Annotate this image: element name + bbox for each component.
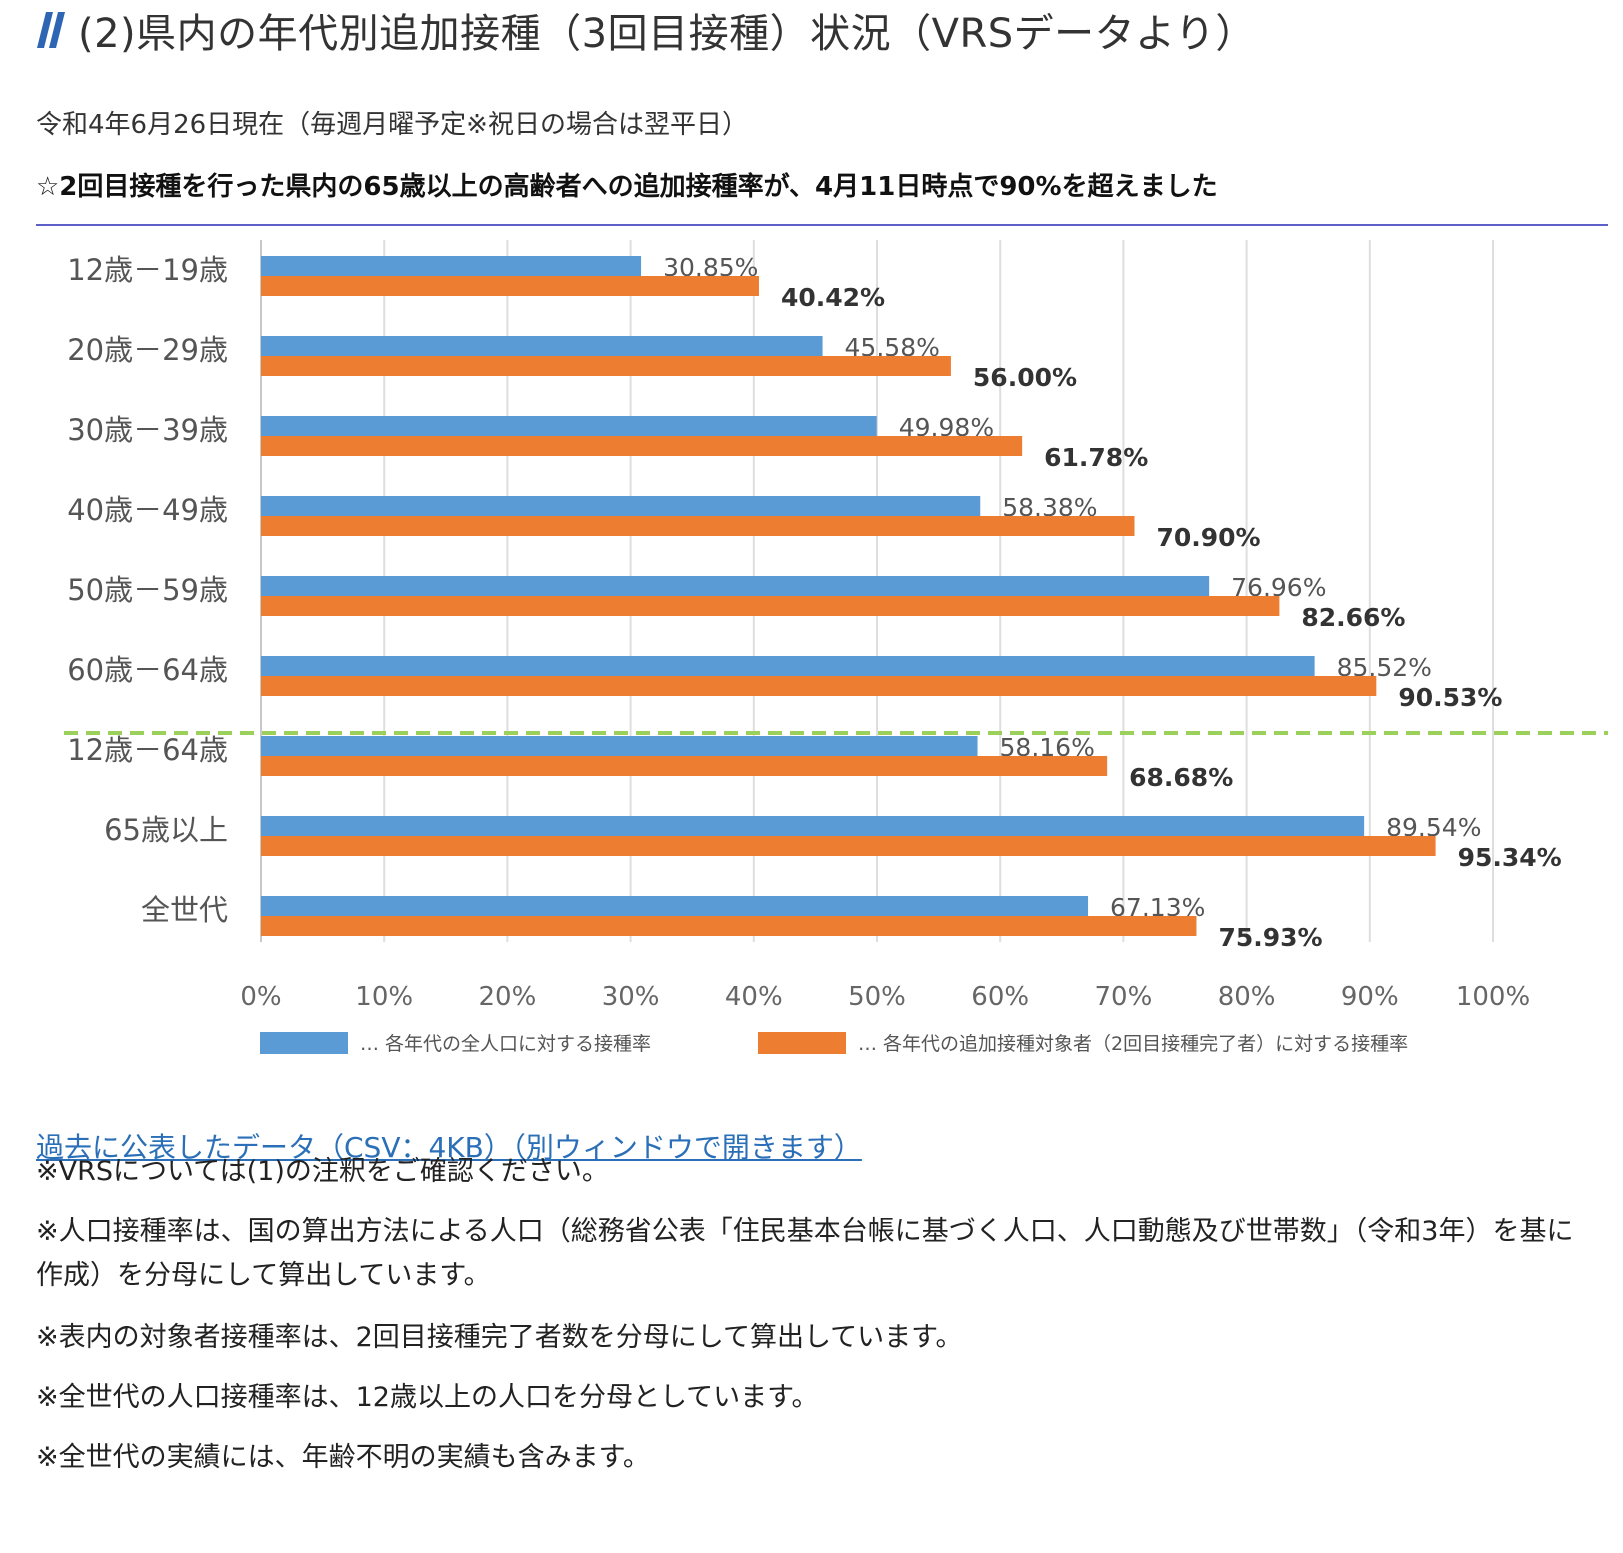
- population-rate-bar: [261, 576, 1210, 596]
- vaccination-bar-chart: 12歳－19歳 30.85%40.42%20歳－29歳 45.58%56.00%30…: [64, 240, 1608, 1055]
- section-heading: (2)県内の年代別追加接種（3回目接種）状況（VRSデータより）: [36, 2, 1256, 58]
- legend-label-target: … 各年代の追加接種対象者（2回目接種完了者）に対する接種率: [858, 1033, 1408, 1055]
- note-population-rate: ※人口接種率は、国の算出方法による人口（総務省公表「住民基本台帳に基づく人口、人…: [36, 1216, 1574, 1291]
- highlight-notice: ☆2回目接種を行った県内の65歳以上の高齢者への追加接種率が、4月11日時点で9…: [36, 172, 1218, 202]
- note-unknown-age: ※全世代の実績には、年齢不明の実績も含みます。: [36, 1442, 650, 1473]
- target-rate-label: 95.34%: [1458, 843, 1562, 872]
- x-tick-label: 70%: [1095, 982, 1153, 1012]
- target-rate-bar: [261, 516, 1135, 536]
- double-slash-icon: [37, 12, 65, 48]
- target-rate-bar: [261, 916, 1197, 936]
- section-divider: [36, 224, 1608, 226]
- x-tick-label: 50%: [848, 982, 906, 1012]
- category-label: 30歳－39歳: [67, 413, 228, 447]
- x-tick-label: 80%: [1218, 982, 1276, 1012]
- past-data-csv-link[interactable]: 過去に公表したデータ（CSV：4KB）（別ウィンドウで開きます）: [36, 1131, 862, 1164]
- target-rate-label: 70.90%: [1156, 523, 1260, 552]
- target-rate-bar: [261, 836, 1436, 856]
- target-rate-label: 56.00%: [973, 363, 1077, 392]
- x-tick-label: 60%: [971, 982, 1029, 1012]
- x-tick-label: 30%: [602, 982, 660, 1012]
- legend-swatch-target: [758, 1032, 846, 1054]
- target-rate-label: 68.68%: [1129, 763, 1233, 792]
- category-label: 40歳－49歳: [67, 493, 228, 527]
- target-rate-label: 40.42%: [781, 283, 885, 312]
- target-rate-bar: [261, 356, 951, 376]
- category-label: 60歳－64歳: [67, 653, 228, 687]
- legend-swatch-population: [260, 1032, 348, 1054]
- target-rate-bar: [261, 596, 1280, 616]
- category-label: 65歳以上: [104, 813, 228, 847]
- x-tick-label: 10%: [355, 982, 413, 1012]
- population-rate-bar: [261, 496, 981, 516]
- note-target-rate: ※表内の対象者接種率は、2回目接種完了者数を分母にして算出しています。: [36, 1322, 963, 1353]
- x-tick-label: 100%: [1456, 982, 1530, 1012]
- x-tick-label: 0%: [240, 982, 281, 1012]
- note-vrs: ※VRSについては(1)の注釈をご確認ください。: [36, 1156, 609, 1187]
- target-rate-bar: [261, 276, 759, 296]
- category-label: 12歳－19歳: [67, 253, 228, 287]
- population-rate-bar: [261, 736, 978, 756]
- target-rate-label: 75.93%: [1218, 923, 1322, 952]
- category-label: 50歳－59歳: [67, 573, 228, 607]
- population-rate-bar: [261, 896, 1089, 916]
- section-heading-text: (2)県内の年代別追加接種（3回目接種）状況（VRSデータより）: [78, 11, 1256, 57]
- target-rate-bar: [261, 756, 1108, 776]
- target-rate-label: 82.66%: [1301, 603, 1405, 632]
- x-tick-label: 90%: [1341, 982, 1399, 1012]
- category-label: 全世代: [141, 893, 228, 927]
- category-label: 12歳－64歳: [67, 733, 228, 767]
- population-rate-bar: [261, 336, 823, 356]
- x-tick-label: 40%: [725, 982, 783, 1012]
- category-label: 20歳－29歳: [67, 333, 228, 367]
- target-rate-label: 90.53%: [1398, 683, 1502, 712]
- target-rate-bar: [261, 436, 1023, 456]
- target-rate-label: 61.78%: [1044, 443, 1148, 472]
- note-all-ages-denominator: ※全世代の人口接種率は、12歳以上の人口を分母としています。: [36, 1382, 819, 1413]
- population-rate-bar: [261, 416, 877, 436]
- as-of-date: 令和4年6月26日現在（毎週月曜予定※祝日の場合は翌平日）: [36, 110, 748, 140]
- legend-label-population: … 各年代の全人口に対する接種率: [360, 1033, 651, 1055]
- population-rate-bar: [261, 256, 642, 276]
- population-rate-bar: [261, 656, 1315, 676]
- target-rate-bar: [261, 676, 1377, 696]
- population-rate-bar: [261, 816, 1365, 836]
- x-tick-label: 20%: [479, 982, 537, 1012]
